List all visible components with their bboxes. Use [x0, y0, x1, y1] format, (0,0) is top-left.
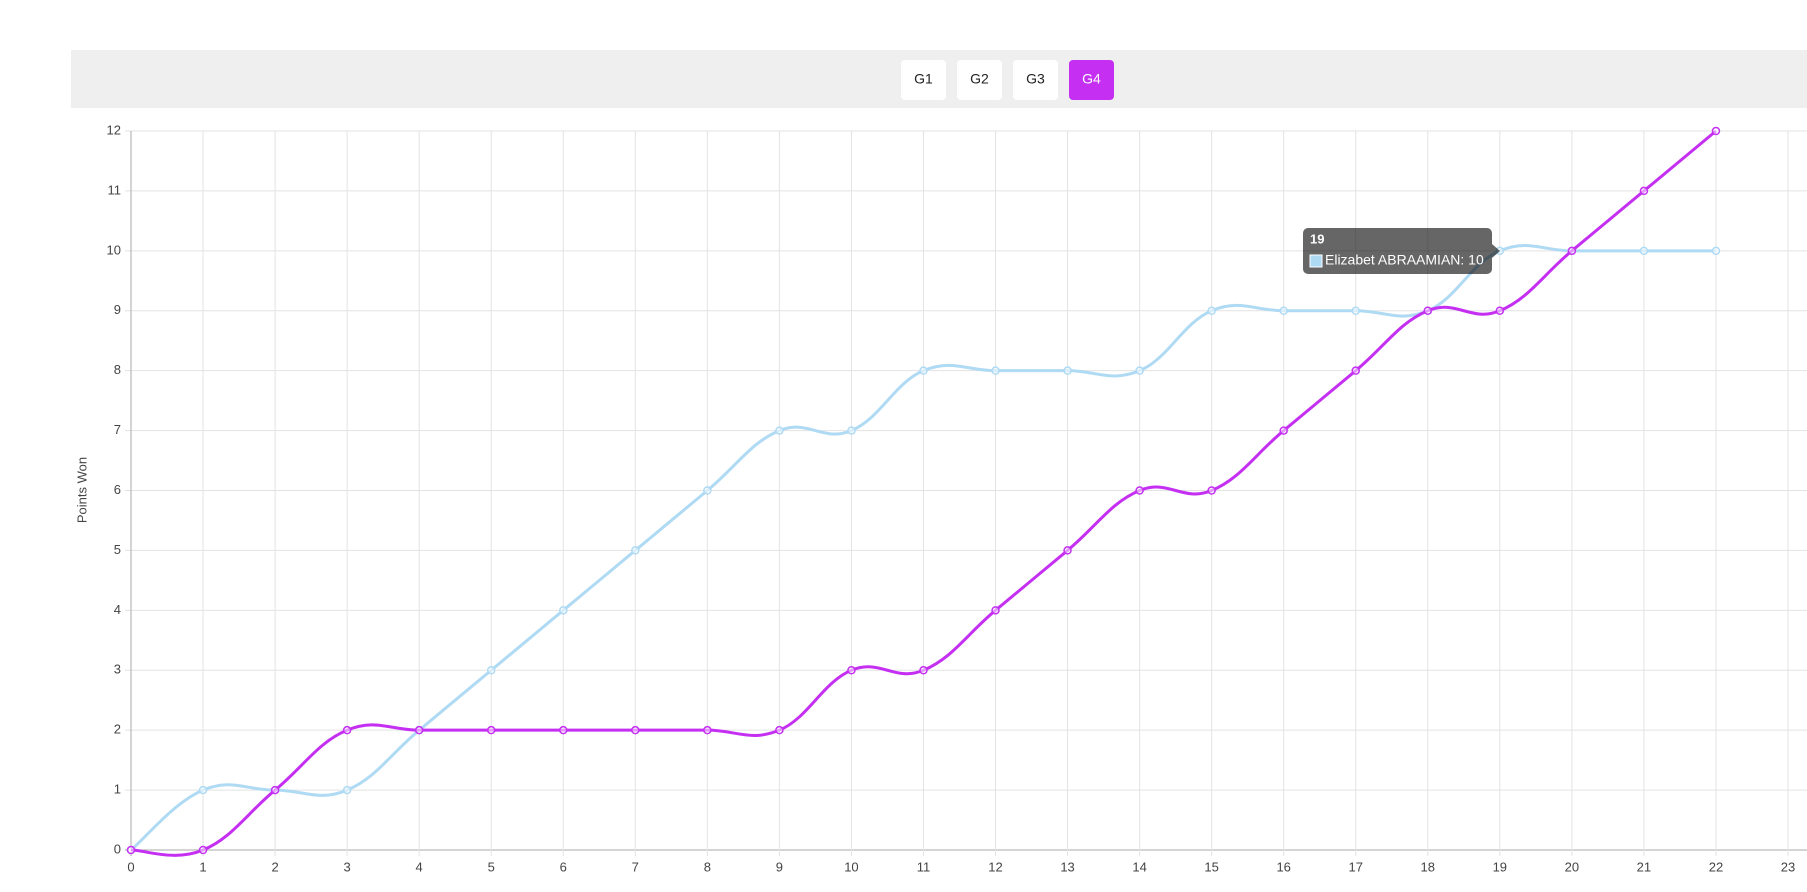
data-point: [703, 725, 712, 735]
tab-button[interactable]: G1: [901, 60, 946, 100]
x-tick-label: 20: [1565, 859, 1579, 874]
x-tick-label: 0: [127, 859, 134, 874]
x-tick-label: 17: [1349, 859, 1363, 874]
data-point: [559, 606, 568, 615]
tab-button-bg[interactable]: [901, 60, 946, 100]
x-tick-label: 22: [1709, 859, 1723, 874]
data-point: [703, 486, 712, 495]
y-tick-label: 11: [108, 182, 122, 197]
x-tick-label: 7: [632, 859, 639, 874]
series-line: [130, 244, 1716, 852]
y-tick-label: 0: [114, 841, 121, 856]
data-point: [198, 845, 208, 855]
data-point: [1279, 426, 1288, 435]
tab-button-label[interactable]: G2: [970, 71, 989, 87]
data-point: [775, 426, 784, 435]
data-point: [919, 366, 928, 375]
data-point: [1423, 306, 1433, 315]
tab-button[interactable]: G4: [1069, 60, 1114, 100]
y-tick-label: 6: [114, 482, 121, 497]
tooltip-caret: [1492, 244, 1500, 258]
x-tick-label: 6: [560, 859, 567, 874]
data-point: [559, 725, 568, 735]
data-point: [631, 725, 640, 735]
data-point: [1207, 306, 1216, 315]
data-point: [198, 785, 208, 795]
tab-button-bg[interactable]: [957, 60, 1002, 100]
data-point: [1135, 366, 1144, 375]
y-tick-label: 5: [114, 542, 121, 557]
x-tick-label: 9: [776, 859, 783, 874]
y-tick-label: 7: [114, 422, 121, 437]
data-point: [775, 725, 784, 735]
y-tick-label: 12: [107, 122, 121, 137]
data-point: [342, 725, 352, 735]
tab-button-label[interactable]: G1: [914, 71, 933, 87]
data-point: [1567, 246, 1577, 256]
x-tick-label: 15: [1204, 859, 1218, 874]
data-point: [1711, 246, 1721, 256]
data-point: [486, 725, 496, 735]
data-point: [126, 845, 136, 855]
x-tick-label: 4: [416, 859, 423, 874]
data-point: [631, 546, 640, 555]
tab-button-bg[interactable]: [1013, 60, 1058, 100]
x-tick-label: 12: [988, 859, 1002, 874]
data-point: [1351, 306, 1360, 315]
x-tick-label: 19: [1493, 859, 1507, 874]
x-tick-label: 3: [344, 859, 351, 874]
x-tick-label: 8: [704, 859, 711, 874]
x-tick-label: 21: [1637, 859, 1651, 874]
data-point: [1063, 366, 1072, 375]
y-tick-label: 2: [114, 722, 121, 737]
tab-button[interactable]: G3: [1013, 60, 1058, 100]
data-point: [1351, 366, 1360, 375]
data-point: [919, 666, 928, 675]
data-point: [1063, 546, 1072, 555]
tooltip-label: Elizabet ABRAAMIAN: 10: [1325, 252, 1484, 268]
data-point: [991, 606, 1000, 615]
y-tick-label: 1: [114, 782, 121, 797]
tooltip-swatch: [1309, 254, 1323, 268]
data-point: [1495, 306, 1505, 315]
data-point: [1135, 486, 1144, 495]
y-tick-label: 8: [114, 362, 121, 377]
x-tick-label: 5: [488, 859, 495, 874]
x-tick-label: 11: [917, 859, 931, 874]
tab-button-label[interactable]: G4: [1082, 71, 1101, 87]
tooltip-box: [1303, 228, 1492, 274]
y-tick-label: 4: [114, 602, 121, 617]
x-tick-label: 18: [1421, 859, 1435, 874]
series-line: [130, 129, 1717, 857]
data-point: [270, 785, 280, 795]
tab-button-bg[interactable]: [1069, 60, 1114, 100]
y-axis-label: Points Won: [74, 457, 89, 523]
y-tick-label: 3: [114, 662, 121, 677]
x-tick-label: 10: [844, 859, 858, 874]
x-tick-label: 2: [271, 859, 278, 874]
data-point: [991, 366, 1000, 375]
x-tick-label: 23: [1781, 859, 1795, 874]
x-tick-label: 13: [1060, 859, 1074, 874]
data-point: [486, 666, 496, 675]
data-point: [847, 666, 856, 675]
tooltip-title: 19: [1310, 231, 1324, 246]
data-point: [847, 426, 856, 435]
data-point: [342, 785, 352, 795]
data-point: [1207, 486, 1216, 495]
x-tick-label: 16: [1276, 859, 1290, 874]
y-tick-label: 10: [107, 242, 121, 257]
data-point: [1711, 126, 1721, 136]
tab-button[interactable]: G2: [957, 60, 1002, 100]
data-point: [1639, 186, 1649, 196]
data-point: [1279, 306, 1288, 315]
x-tick-label: 1: [199, 859, 206, 874]
data-point: [414, 725, 424, 735]
data-point: [1639, 246, 1649, 256]
tab-button-label[interactable]: G3: [1026, 71, 1045, 87]
y-tick-label: 9: [114, 302, 121, 317]
x-tick-label: 14: [1132, 859, 1146, 874]
